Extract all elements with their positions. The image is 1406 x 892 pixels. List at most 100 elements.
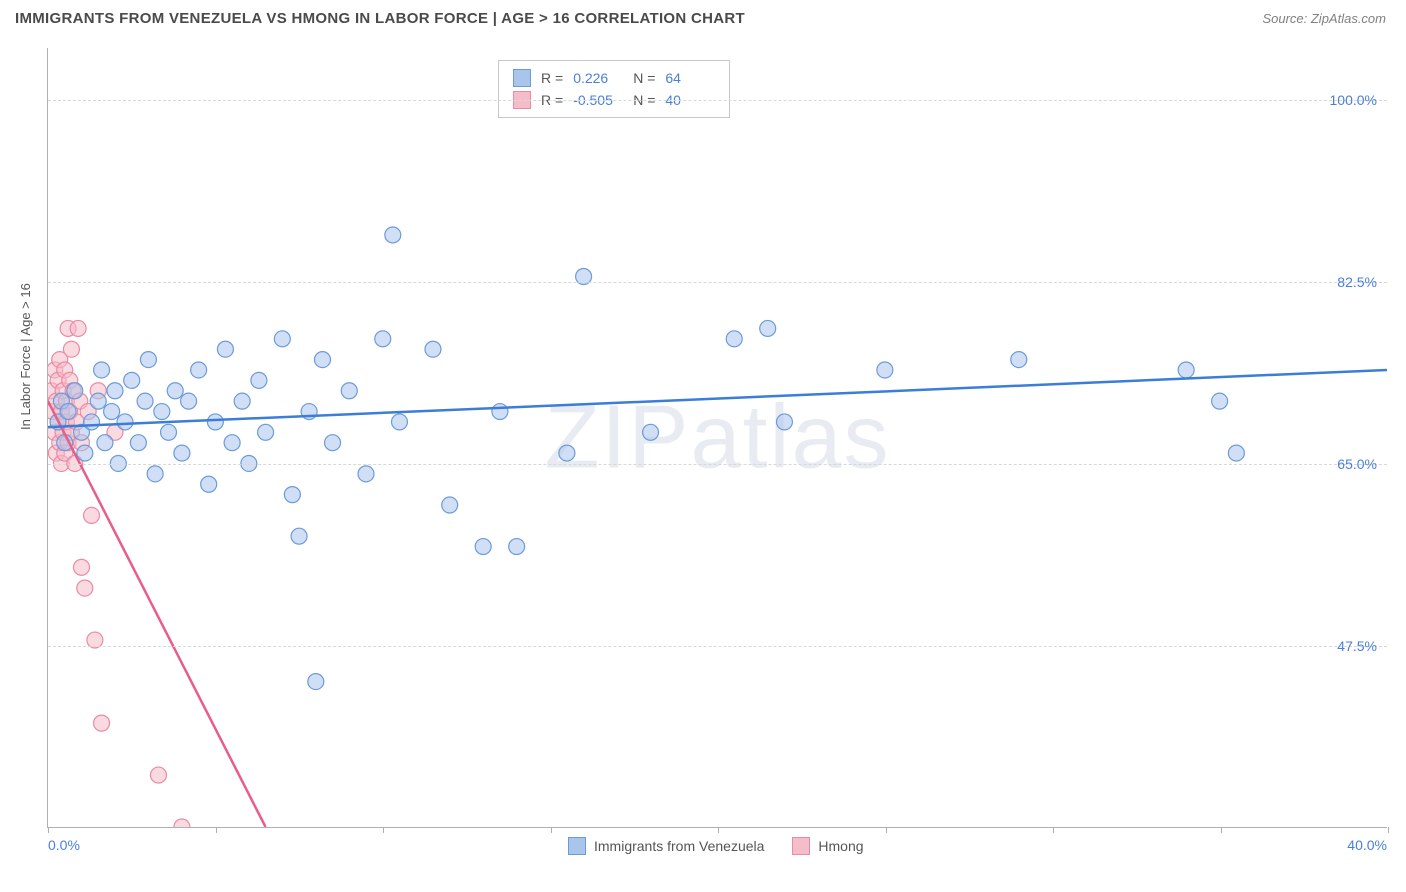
scatter-point — [877, 362, 893, 378]
scatter-point — [217, 341, 233, 357]
scatter-point — [442, 497, 458, 513]
x-tick — [886, 827, 887, 833]
scatter-point — [137, 393, 153, 409]
scatter-point — [84, 414, 100, 430]
bottom-legend: Immigrants from Venezuela Hmong — [568, 837, 864, 855]
scatter-point — [325, 435, 341, 451]
scatter-point — [726, 331, 742, 347]
scatter-point — [1212, 393, 1228, 409]
venezuela-swatch-icon — [568, 837, 586, 855]
scatter-point — [67, 383, 83, 399]
chart-plot-area: ZIPatlas R = 0.226 N = 64 R = -0.505 N =… — [47, 48, 1387, 828]
y-tick-label: 47.5% — [1337, 638, 1377, 654]
venezuela-n-value: 64 — [665, 70, 715, 86]
chart-header: IMMIGRANTS FROM VENEZUELA VS HMONG IN LA… — [0, 0, 1406, 37]
scatter-point — [94, 362, 110, 378]
gridline — [48, 282, 1387, 283]
x-tick — [383, 827, 384, 833]
scatter-point — [77, 445, 93, 461]
scatter-point — [191, 362, 207, 378]
scatter-point — [258, 424, 274, 440]
scatter-point — [308, 674, 324, 690]
gridline — [48, 100, 1387, 101]
source-attribution: Source: ZipAtlas.com — [1262, 11, 1386, 26]
scatter-point — [1228, 445, 1244, 461]
trend-line — [48, 401, 266, 827]
y-axis-label: In Labor Force | Age > 16 — [18, 283, 33, 430]
legend-label-venezuela: Immigrants from Venezuela — [594, 838, 764, 854]
source-name: ZipAtlas.com — [1311, 11, 1386, 26]
scatter-point — [104, 404, 120, 420]
y-tick-label: 82.5% — [1337, 274, 1377, 290]
scatter-point — [234, 393, 250, 409]
scatter-point — [77, 580, 93, 596]
venezuela-swatch-icon — [513, 69, 531, 87]
scatter-point — [117, 414, 133, 430]
scatter-point — [174, 445, 190, 461]
scatter-point — [1178, 362, 1194, 378]
scatter-point — [73, 559, 89, 575]
x-tick — [48, 827, 49, 833]
scatter-point — [97, 435, 113, 451]
x-tick — [216, 827, 217, 833]
y-tick-label: 65.0% — [1337, 456, 1377, 472]
scatter-point — [124, 372, 140, 388]
scatter-point — [341, 383, 357, 399]
stats-row-venezuela: R = 0.226 N = 64 — [513, 67, 715, 89]
scatter-point — [130, 435, 146, 451]
scatter-point — [140, 352, 156, 368]
n-label: N = — [633, 70, 655, 86]
x-tick — [718, 827, 719, 833]
x-tick — [1053, 827, 1054, 833]
gridline — [48, 464, 1387, 465]
scatter-point — [224, 435, 240, 451]
hmong-swatch-icon — [792, 837, 810, 855]
scatter-point — [274, 331, 290, 347]
chart-title: IMMIGRANTS FROM VENEZUELA VS HMONG IN LA… — [15, 10, 745, 27]
scatter-point — [385, 227, 401, 243]
scatter-point — [70, 320, 86, 336]
legend-item-hmong: Hmong — [792, 837, 863, 855]
scatter-point — [181, 393, 197, 409]
scatter-point — [90, 393, 106, 409]
scatter-point — [107, 383, 123, 399]
scatter-point — [207, 414, 223, 430]
legend-item-venezuela: Immigrants from Venezuela — [568, 837, 764, 855]
scatter-point — [391, 414, 407, 430]
scatter-point — [509, 539, 525, 555]
scatter-point — [84, 507, 100, 523]
scatter-point — [251, 372, 267, 388]
scatter-point — [1011, 352, 1027, 368]
correlation-stats-box: R = 0.226 N = 64 R = -0.505 N = 40 — [498, 60, 730, 118]
scatter-point — [492, 404, 508, 420]
scatter-point — [559, 445, 575, 461]
gridline — [48, 646, 1387, 647]
source-prefix: Source: — [1262, 11, 1310, 26]
scatter-plot-svg — [48, 48, 1387, 827]
x-axis-min-label: 0.0% — [48, 837, 80, 853]
scatter-point — [425, 341, 441, 357]
scatter-point — [284, 487, 300, 503]
scatter-point — [174, 819, 190, 827]
scatter-point — [475, 539, 491, 555]
x-axis-max-label: 40.0% — [1347, 837, 1387, 853]
scatter-point — [150, 767, 166, 783]
y-tick-label: 100.0% — [1330, 92, 1377, 108]
scatter-point — [161, 424, 177, 440]
scatter-point — [154, 404, 170, 420]
scatter-point — [291, 528, 307, 544]
scatter-point — [315, 352, 331, 368]
r-label: R = — [541, 70, 563, 86]
scatter-point — [643, 424, 659, 440]
scatter-point — [776, 414, 792, 430]
scatter-point — [63, 341, 79, 357]
scatter-point — [201, 476, 217, 492]
x-tick — [1221, 827, 1222, 833]
scatter-point — [147, 466, 163, 482]
scatter-point — [375, 331, 391, 347]
scatter-point — [167, 383, 183, 399]
venezuela-r-value: 0.226 — [573, 70, 623, 86]
scatter-point — [94, 715, 110, 731]
scatter-point — [760, 320, 776, 336]
x-tick — [551, 827, 552, 833]
